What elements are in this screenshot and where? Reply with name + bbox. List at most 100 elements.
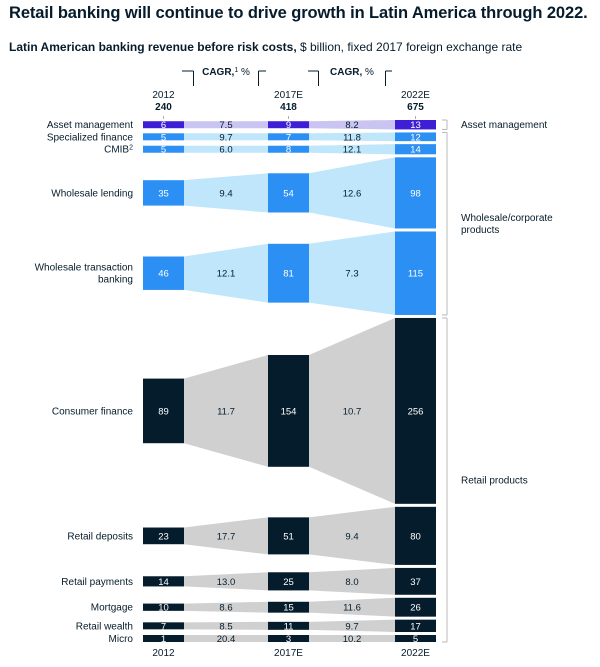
band-retail-wealth-1 bbox=[184, 621, 268, 630]
band-asset-management-2 bbox=[309, 120, 395, 130]
band-specialized-finance-1 bbox=[184, 133, 268, 141]
band-micro-2 bbox=[309, 635, 395, 642]
band-retail-payments-2 bbox=[309, 567, 395, 595]
band-retail-wealth-2 bbox=[309, 619, 395, 632]
bar-asset-management-2012 bbox=[143, 121, 184, 129]
bar-consumer-finance-2017e bbox=[268, 354, 309, 467]
bar-micro-2012 bbox=[143, 635, 184, 642]
chart-subtitle: Latin American banking revenue before ri… bbox=[9, 40, 522, 54]
bar-specialized-finance-2012 bbox=[143, 133, 184, 141]
row-label-retail-payments: Retail payments bbox=[61, 577, 133, 588]
cagr-label-mortgage-2: 11.6 bbox=[343, 603, 361, 614]
value-label-mortgage-2022e: 26 bbox=[410, 603, 421, 614]
cagr-header-1: CAGR,1 % bbox=[202, 67, 250, 78]
cagr-label-wholesale-transaction-banking-1: 12.1 bbox=[217, 269, 236, 280]
bar-cmib-2017e bbox=[268, 145, 309, 153]
band-wholesale-lending-1 bbox=[184, 173, 268, 213]
cagr-label-wholesale-transaction-banking-2: 7.3 bbox=[345, 269, 358, 280]
row-label-retail-wealth: Retail wealth bbox=[76, 621, 133, 632]
cagr-label-wholesale-lending-2: 12.6 bbox=[343, 188, 362, 199]
bar-retail-payments-2012 bbox=[143, 576, 184, 587]
row-label-mortgage: Mortgage bbox=[91, 603, 134, 614]
year-label-top-2017e: 2017E bbox=[274, 90, 303, 101]
cagr-label-retail-deposits-2: 9.4 bbox=[345, 531, 358, 542]
value-label-asset-management-2012: 6 bbox=[161, 120, 166, 131]
bar-micro-2022e bbox=[395, 635, 436, 642]
year-label-bottom-2022e: 2022E bbox=[401, 648, 430, 659]
cagr-label-wholesale-lending-1: 9.4 bbox=[219, 188, 232, 199]
value-label-retail-payments-2017e: 25 bbox=[283, 577, 294, 588]
value-label-retail-wealth-2017e: 11 bbox=[284, 621, 294, 632]
cagr-label-retail-deposits-1: 17.7 bbox=[217, 531, 236, 542]
cagr-label-retail-wealth-2: 9.7 bbox=[345, 621, 358, 632]
value-label-cmib-2017e: 8 bbox=[286, 145, 291, 156]
value-label-retail-payments-2012: 14 bbox=[158, 577, 169, 588]
year-label-top-2012: 2012 bbox=[152, 90, 175, 101]
band-wholesale-transaction-banking-1 bbox=[184, 243, 268, 303]
cagr-label-asset-management-2: 8.2 bbox=[345, 120, 358, 131]
bar-asset-management-2022e bbox=[395, 120, 436, 130]
value-label-micro-2012: 1 bbox=[161, 634, 166, 645]
total-label-2022e: 675 bbox=[407, 102, 424, 113]
value-label-retail-deposits-2012: 23 bbox=[158, 531, 169, 542]
cagr-label-micro-1: 20.4 bbox=[217, 634, 236, 645]
bar-wholesale-lending-2017e bbox=[268, 173, 309, 213]
value-label-retail-deposits-2022e: 80 bbox=[410, 531, 421, 542]
row-label-micro: Micro bbox=[109, 634, 134, 645]
value-label-cmib-2012: 5 bbox=[161, 145, 166, 156]
bar-wholesale-transaction-banking-2017e bbox=[268, 243, 309, 303]
cagr-label-specialized-finance-1: 9.7 bbox=[219, 132, 232, 143]
total-label-2017e: 418 bbox=[280, 102, 297, 113]
value-label-mortgage-2017e: 15 bbox=[283, 603, 294, 614]
segment-label-asset-management: Asset management bbox=[461, 120, 547, 131]
row-label-specialized-finance: Specialized finance bbox=[47, 132, 134, 143]
bar-micro-2017e bbox=[268, 635, 309, 642]
band-micro-1 bbox=[184, 635, 268, 642]
chart-title: Retail banking will continue to drive gr… bbox=[9, 4, 588, 22]
band-wholesale-lending-2 bbox=[309, 157, 395, 229]
band-consumer-finance-2 bbox=[309, 317, 395, 504]
band-mortgage-1 bbox=[184, 601, 268, 613]
bar-retail-wealth-2012 bbox=[143, 622, 184, 630]
bar-cmib-2022e bbox=[395, 144, 436, 155]
bar-consumer-finance-2012 bbox=[143, 378, 184, 444]
row-label-consumer-finance: Consumer finance bbox=[52, 406, 134, 417]
year-label-top-2022e: 2022E bbox=[401, 90, 430, 101]
bar-retail-wealth-2017e bbox=[268, 621, 309, 630]
cagr-label-specialized-finance-2: 11.8 bbox=[343, 132, 361, 143]
bar-retail-deposits-2017e bbox=[268, 517, 309, 555]
value-label-wholesale-lending-2017e: 54 bbox=[283, 188, 294, 199]
bar-retail-deposits-2012 bbox=[143, 527, 184, 545]
value-label-mortgage-2012: 10 bbox=[158, 603, 169, 614]
value-label-wholesale-transaction-banking-2022e: 115 bbox=[408, 269, 423, 280]
row-label-retail-deposits: Retail deposits bbox=[67, 531, 133, 542]
value-label-wholesale-lending-2022e: 98 bbox=[410, 188, 421, 199]
bar-consumer-finance-2022e bbox=[395, 317, 436, 504]
cagr-label-retail-payments-2: 8.0 bbox=[345, 577, 358, 588]
band-retail-payments-1 bbox=[184, 572, 268, 591]
row-label-wholesale-lending: Wholesale lending bbox=[51, 188, 133, 199]
subtitle-rest: $ billion, fixed 2017 foreign exchange r… bbox=[296, 40, 523, 54]
bar-mortgage-2012 bbox=[143, 603, 184, 611]
bar-wholesale-transaction-banking-2012 bbox=[143, 256, 184, 290]
bar-retail-deposits-2022e bbox=[395, 506, 436, 565]
cagr-label-cmib-1: 6.0 bbox=[219, 145, 232, 156]
segment-label-retail-products: Retail products bbox=[461, 475, 528, 486]
cagr-label-retail-payments-1: 13.0 bbox=[217, 577, 236, 588]
cagr-label-micro-2: 10.2 bbox=[343, 634, 362, 645]
value-label-consumer-finance-2017e: 154 bbox=[281, 406, 297, 417]
band-mortgage-2 bbox=[309, 597, 395, 617]
bar-retail-payments-2022e bbox=[395, 567, 436, 595]
bar-wholesale-transaction-banking-2022e bbox=[395, 231, 436, 315]
value-label-consumer-finance-2012: 89 bbox=[158, 406, 169, 417]
band-specialized-finance-2 bbox=[309, 132, 395, 142]
value-label-retail-wealth-2012: 7 bbox=[161, 621, 166, 632]
bar-specialized-finance-2022e bbox=[395, 132, 436, 142]
row-label-wholesale-transaction-banking: Wholesale transaction banking bbox=[35, 263, 133, 286]
band-cmib-2 bbox=[309, 144, 395, 155]
bar-mortgage-2022e bbox=[395, 597, 436, 617]
cagr-label-asset-management-1: 7.5 bbox=[219, 120, 232, 131]
bar-asset-management-2017e bbox=[268, 121, 309, 129]
value-label-wholesale-transaction-banking-2017e: 81 bbox=[283, 269, 294, 280]
bar-cmib-2012 bbox=[143, 145, 184, 153]
